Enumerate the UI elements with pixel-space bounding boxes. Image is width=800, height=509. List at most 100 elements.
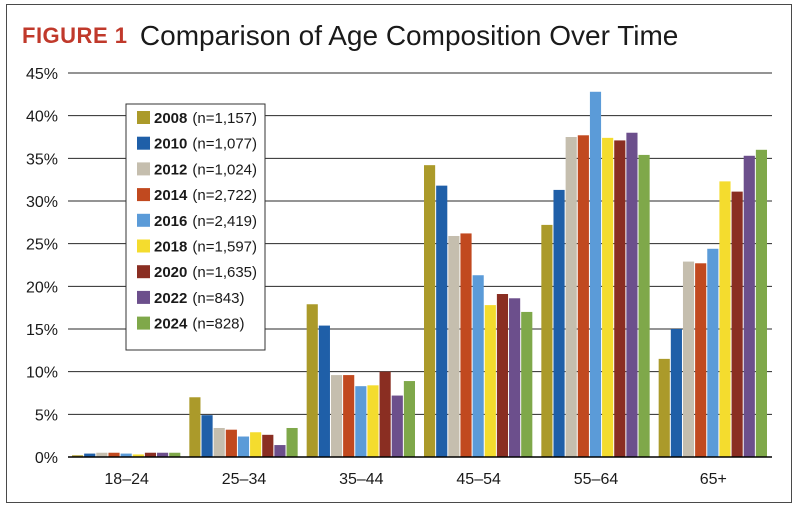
x-tick-label: 65+ bbox=[700, 471, 727, 488]
bar-2008 bbox=[424, 165, 436, 457]
bar-2024 bbox=[286, 427, 298, 457]
legend-sample-size: (n=828) bbox=[192, 316, 244, 333]
y-tick-label: 15% bbox=[26, 322, 58, 339]
bar-2016 bbox=[237, 436, 250, 457]
legend-swatch bbox=[137, 290, 150, 304]
bar-2010 bbox=[318, 325, 330, 457]
bar-2014 bbox=[460, 233, 472, 457]
legend-sample-size: (n=1,077) bbox=[192, 136, 257, 153]
bar-2020 bbox=[731, 191, 743, 457]
y-tick-label: 5% bbox=[35, 407, 58, 424]
bar-2010 bbox=[670, 329, 682, 457]
legend-swatch bbox=[137, 265, 150, 279]
bar-2014 bbox=[225, 429, 237, 457]
bar-2010 bbox=[553, 189, 565, 457]
bar-2014 bbox=[108, 452, 120, 457]
legend-sample-size: (n=1,157) bbox=[192, 110, 257, 127]
legend-year: 2010 bbox=[154, 136, 187, 153]
bar-2016 bbox=[707, 248, 719, 457]
legend-entry: 2012 (n=1,024) bbox=[154, 161, 257, 178]
legend-year: 2024 bbox=[154, 316, 188, 333]
bar-2022 bbox=[743, 155, 755, 458]
legend-year: 2012 bbox=[154, 161, 187, 178]
bar-2022 bbox=[509, 298, 521, 457]
bar-2022 bbox=[391, 395, 403, 457]
bar-2008 bbox=[189, 397, 201, 457]
legend-swatch bbox=[137, 111, 150, 124]
x-axis: 18–24 25–34 35–44 45–54 55–64 65+ bbox=[68, 456, 772, 488]
bar-2008 bbox=[306, 304, 318, 457]
bar-2010 bbox=[436, 185, 448, 457]
y-axis-ticks: 0% 5% 10% 15% 20% 25% 30% 35% 40% 45% bbox=[26, 66, 58, 467]
bar-2018 bbox=[250, 432, 262, 457]
bar-2020 bbox=[379, 371, 391, 457]
legend-year: 2018 bbox=[154, 239, 187, 256]
bar-2020 bbox=[144, 452, 157, 457]
legend-sample-size: (n=843) bbox=[192, 290, 244, 307]
legend-sample-size: (n=2,419) bbox=[192, 213, 257, 230]
x-tick-label: 45–54 bbox=[456, 471, 501, 488]
bar-2018 bbox=[367, 385, 379, 457]
bar-2012 bbox=[96, 452, 108, 457]
bar-2022 bbox=[626, 132, 638, 457]
bar-2016 bbox=[589, 91, 602, 458]
bar-2024 bbox=[521, 311, 533, 457]
legend-year: 2016 bbox=[154, 213, 187, 230]
bar-2020 bbox=[614, 140, 626, 457]
legend-entry: 2008 (n=1,157) bbox=[154, 110, 257, 127]
legend-year: 2014 bbox=[154, 187, 188, 204]
legend-swatch bbox=[137, 239, 150, 253]
bar-2010 bbox=[84, 453, 96, 457]
bar-2024 bbox=[169, 452, 181, 457]
legend-swatch bbox=[137, 213, 150, 227]
y-tick-label: 10% bbox=[26, 365, 58, 382]
bar-2024 bbox=[755, 149, 767, 458]
legend-entry: 2020 (n=1,635) bbox=[154, 264, 257, 281]
legend-entry: 2022 (n=843) bbox=[154, 290, 245, 307]
y-tick-label: 0% bbox=[35, 450, 58, 467]
bar-2014 bbox=[695, 263, 707, 457]
legend: 2008 (n=1,157)2010 (n=1,077)2012 (n=1,024)2… bbox=[125, 103, 266, 351]
x-tick-label: 35–44 bbox=[339, 471, 384, 488]
figure-header: FIGURE 1 Comparison of Age Composition O… bbox=[22, 20, 678, 52]
y-tick-label: 45% bbox=[26, 66, 58, 83]
bar-2012 bbox=[682, 261, 695, 457]
legend-year: 2020 bbox=[154, 264, 187, 281]
x-tick-label: 25–34 bbox=[222, 471, 267, 488]
legend-entry: 2010 (n=1,077) bbox=[154, 136, 257, 153]
bar-2020 bbox=[262, 434, 274, 457]
bar-2012 bbox=[565, 137, 577, 457]
y-tick-label: 20% bbox=[26, 279, 58, 296]
y-tick-label: 40% bbox=[26, 109, 58, 126]
bar-2022 bbox=[157, 452, 169, 457]
bar-2018 bbox=[719, 181, 731, 457]
bar-2018 bbox=[484, 305, 496, 457]
legend-sample-size: (n=2,722) bbox=[192, 187, 257, 204]
bar-2024 bbox=[638, 154, 650, 458]
bar-2012 bbox=[213, 427, 225, 457]
x-tick-label: 55–64 bbox=[574, 471, 619, 488]
y-tick-label: 25% bbox=[26, 237, 58, 254]
legend-entry: 2016 (n=2,419) bbox=[154, 213, 257, 230]
chart-title: Comparison of Age Composition Over Time bbox=[139, 20, 679, 51]
bar-2010 bbox=[201, 415, 213, 457]
bar-2016 bbox=[120, 453, 132, 457]
legend-swatch bbox=[137, 136, 150, 150]
legend-swatch bbox=[137, 188, 150, 202]
bar-2018 bbox=[602, 137, 614, 457]
bar-2014 bbox=[577, 135, 589, 457]
bar-2014 bbox=[343, 375, 355, 457]
bar-2022 bbox=[274, 445, 286, 457]
y-tick-label: 30% bbox=[26, 194, 58, 211]
bar-2012 bbox=[448, 235, 460, 457]
legend-sample-size: (n=1,024) bbox=[192, 161, 257, 178]
bar-2008 bbox=[72, 455, 84, 457]
figure-label: FIGURE 1 bbox=[22, 23, 128, 48]
legend-year: 2008 bbox=[154, 110, 187, 127]
bar-2024 bbox=[403, 381, 415, 457]
y-tick-label: 35% bbox=[26, 151, 58, 168]
bar-2008 bbox=[541, 224, 553, 457]
bar-2016 bbox=[355, 386, 367, 457]
x-tick-label: 18–24 bbox=[104, 471, 149, 488]
